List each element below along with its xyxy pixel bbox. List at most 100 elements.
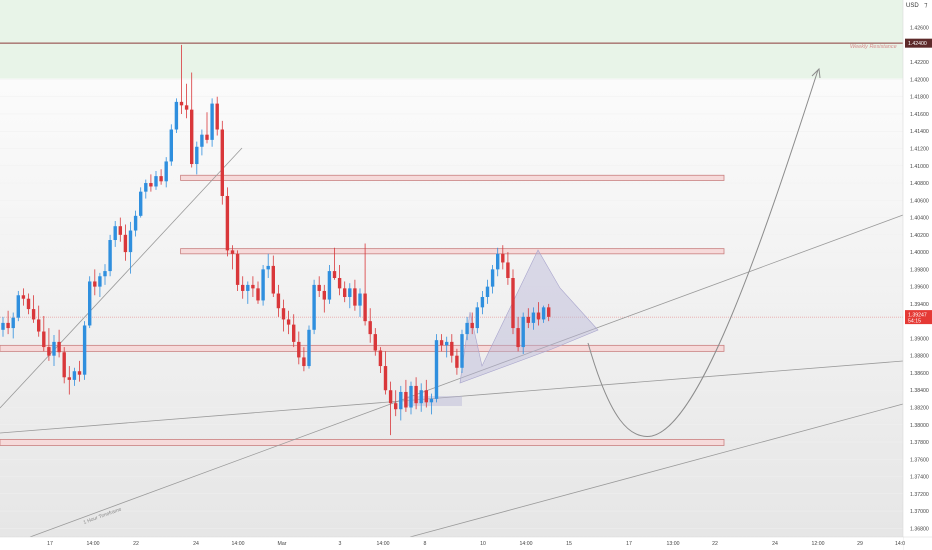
candle-body xyxy=(266,265,270,270)
time-tick-label: 3 xyxy=(339,541,342,547)
candle-body xyxy=(368,321,372,335)
weekly-resistance-zone xyxy=(0,0,903,79)
candle-body xyxy=(184,105,189,110)
time-tick-label: Mar xyxy=(278,541,287,547)
candle-body xyxy=(429,398,434,403)
time-tick-label: 17 xyxy=(626,541,632,547)
price-tick-label: 1.38800 xyxy=(910,354,929,360)
candle-body xyxy=(373,334,377,351)
candle-body xyxy=(322,290,326,300)
price-tick-label: 1.37800 xyxy=(910,440,929,446)
trendline-2 xyxy=(29,214,904,538)
candle-body xyxy=(358,293,362,306)
candle-body xyxy=(103,271,107,277)
candle-body xyxy=(292,324,296,342)
candle-body xyxy=(317,284,321,291)
time-axis-bg xyxy=(0,537,903,550)
price-tick-label: 1.37400 xyxy=(910,475,929,481)
candle-body xyxy=(506,262,510,278)
zone-4-rect xyxy=(0,439,725,446)
candle-body xyxy=(154,176,158,187)
last-price-tag xyxy=(905,310,932,325)
candle-body xyxy=(37,319,41,332)
candle-body xyxy=(57,341,61,353)
price-tick-label: 1.42200 xyxy=(910,60,929,66)
candle-body xyxy=(128,230,133,253)
candle-body xyxy=(98,276,102,287)
candle-body xyxy=(439,340,444,346)
candle-body xyxy=(490,269,495,287)
candle-body xyxy=(541,307,546,320)
price-tick-label: 1.41600 xyxy=(910,112,929,118)
candle-body xyxy=(511,277,515,329)
candle-body xyxy=(31,309,36,320)
time-tick-label: 24 xyxy=(772,541,778,547)
candle-body xyxy=(144,183,148,192)
candle-body xyxy=(312,284,316,330)
candle-body xyxy=(445,341,449,346)
candle-body xyxy=(108,240,112,272)
price-tick-label: 1.37600 xyxy=(910,457,929,463)
candle-body xyxy=(547,307,551,317)
candle-body xyxy=(205,134,209,140)
candle-body xyxy=(47,347,51,356)
weekly-resistance-price-text: 1.42400 xyxy=(908,41,927,47)
time-tick-label: 22 xyxy=(133,541,139,547)
price-tick-label: 1.42600 xyxy=(910,26,929,32)
zone-1-rect xyxy=(180,174,725,181)
candle-body xyxy=(251,284,255,289)
candle-body xyxy=(1,322,5,330)
zone-3-rect xyxy=(0,344,725,352)
time-tick-label: 15 xyxy=(566,541,572,547)
time-tick-label: 14:00 xyxy=(232,541,245,547)
candle-body xyxy=(383,366,388,391)
candle-body xyxy=(455,355,459,368)
projection-arrowhead xyxy=(811,67,821,79)
price-tick-label: 1.40400 xyxy=(910,216,929,222)
candle-body xyxy=(485,286,490,297)
candle-body xyxy=(419,390,423,404)
candle-body xyxy=(93,281,97,287)
candle-body xyxy=(113,226,117,241)
candle-body xyxy=(169,129,173,162)
time-tick-label: 22 xyxy=(712,541,718,547)
candle-body xyxy=(215,103,219,130)
candle-body xyxy=(276,293,281,309)
price-tick-label: 1.40600 xyxy=(910,198,929,204)
candle-body xyxy=(465,322,469,335)
time-tick-label: 29 xyxy=(857,541,863,547)
price-tick-label: 1.41200 xyxy=(910,146,929,152)
candle-body xyxy=(67,377,71,380)
candle-body xyxy=(139,191,143,216)
price-tick-label: 1.36800 xyxy=(910,526,929,532)
candle-body xyxy=(72,371,77,380)
price-tick-label: 1.40800 xyxy=(910,181,929,187)
price-axis-bg xyxy=(903,0,932,550)
candle-body xyxy=(297,341,301,358)
candle-body xyxy=(409,385,413,408)
candle-body xyxy=(337,277,342,289)
candle-body xyxy=(460,334,464,368)
candle-body xyxy=(210,103,214,140)
candle-body xyxy=(399,391,403,410)
candle-body xyxy=(450,341,454,356)
price-tick-label: 1.39000 xyxy=(910,336,929,342)
price-tick-label: 1.41000 xyxy=(910,164,929,170)
time-tick-label: 10 xyxy=(480,541,486,547)
candle-body xyxy=(516,328,520,348)
price-tick-label: 1.38000 xyxy=(910,423,929,429)
candle-body xyxy=(394,403,398,410)
candle-body xyxy=(414,385,418,404)
price-tick-label: 1.42000 xyxy=(910,77,929,83)
time-tick-label: 14:00 xyxy=(87,541,100,547)
candle-body xyxy=(241,284,245,291)
candle-body xyxy=(225,195,230,251)
settings-icon[interactable]: ⁊ xyxy=(924,1,928,9)
price-tick-label: 1.40200 xyxy=(910,233,929,239)
candle-body xyxy=(388,390,393,404)
candle-body xyxy=(179,101,184,106)
candle-body xyxy=(327,271,332,300)
price-tick-label: 1.39400 xyxy=(910,302,929,308)
candle-body xyxy=(52,341,56,356)
